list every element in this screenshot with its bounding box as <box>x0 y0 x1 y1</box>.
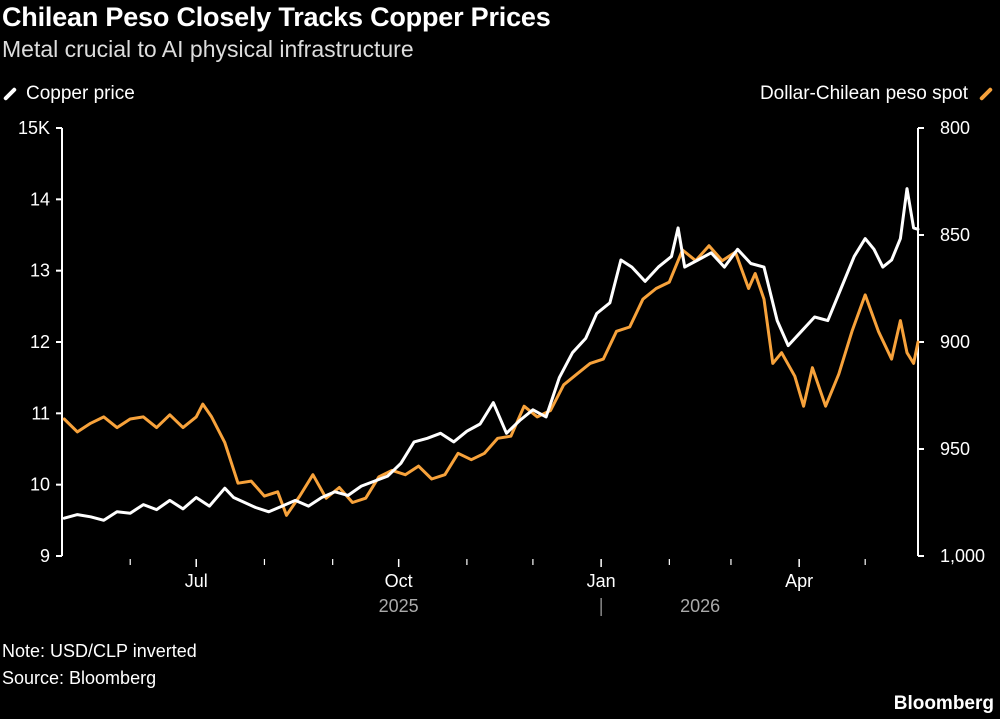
right-axis-tick-label: 900 <box>940 332 970 352</box>
chart-title: Chilean Peso Closely Tracks Copper Price… <box>2 2 551 32</box>
chart-source: Source: Bloomberg <box>2 668 157 688</box>
right-axis-tick-label: 800 <box>940 118 970 138</box>
x-axis-year-label: 2026 <box>680 596 720 616</box>
x-axis-tick-label: Oct <box>385 571 413 591</box>
legend-copper-label: Copper price <box>26 83 135 104</box>
x-axis-year-label: 2025 <box>379 596 419 616</box>
chart-subtitle: Metal crucial to AI physical infrastruct… <box>2 36 414 62</box>
left-axis-tick-label: 9 <box>40 546 50 566</box>
peso-spot-line <box>62 244 920 517</box>
right-axis-tick-label: 950 <box>940 439 970 459</box>
legend-peso: Dollar-Chilean peso spot <box>760 83 994 105</box>
right-axis-tick-label: 1,000 <box>940 546 985 566</box>
x-axis-tick-label: Apr <box>785 571 813 591</box>
chart-note: Note: USD/CLP inverted <box>2 641 197 661</box>
left-axis-tick-label: 14 <box>30 189 50 209</box>
left-axis-tick-label: 10 <box>30 475 50 495</box>
right-axis-tick-label: 850 <box>940 225 970 245</box>
left-axis-tick-label: 12 <box>30 332 50 352</box>
left-axis-tick-label: 13 <box>30 261 50 281</box>
x-axis-tick-label: Jul <box>185 571 208 591</box>
left-axis-tick-label: 11 <box>31 403 50 423</box>
bloomberg-logo: Bloomberg <box>893 693 994 714</box>
copper-price-line <box>62 187 920 522</box>
legend-peso-label: Dollar-Chilean peso spot <box>759 83 968 104</box>
legend-copper: Copper price <box>2 83 135 105</box>
x-axis-tick-label: Jan <box>587 571 616 591</box>
left-axis-tick-label: 15K <box>18 118 50 138</box>
